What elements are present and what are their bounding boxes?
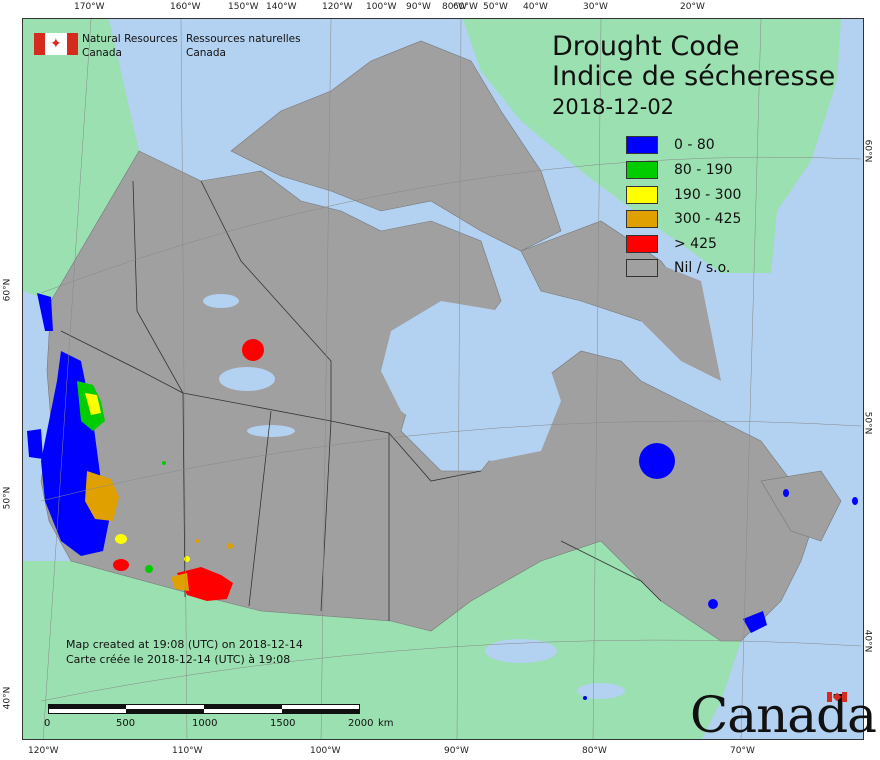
- drought-area-blue-ontario: [583, 696, 587, 700]
- lake-athabasca: [247, 425, 295, 437]
- top-longitude-tick: 150°W: [228, 2, 259, 12]
- usa-land: [23, 541, 741, 739]
- drought-areas: [27, 293, 858, 700]
- top-longitude-tick: 30°W: [583, 2, 608, 12]
- wordmark-flag-icon: [827, 692, 847, 702]
- drought-area-green-small: [145, 565, 153, 573]
- top-longitude-tick: 60°W: [453, 2, 478, 12]
- top-longitude-tick: 40°W: [523, 2, 548, 12]
- top-longitude-tick: 100°W: [366, 2, 397, 12]
- left-latitude-tick: 40°N: [2, 686, 13, 710]
- lake-ontario: [577, 683, 625, 699]
- legend-swatch: [626, 186, 658, 204]
- drought-area-blue-east: [852, 497, 858, 505]
- created-note-fr: Carte créée le 2018-12-14 (UTC) à 19:08: [66, 653, 291, 666]
- drought-area-blue-nfld: [783, 489, 789, 497]
- agency-name-en-line2: Canada: [82, 47, 122, 59]
- scale-label: 0: [44, 718, 51, 729]
- map-title-fr: Indice de sécheresse: [552, 61, 836, 92]
- drought-area-orange-dot-2: [227, 543, 233, 549]
- map-canvas[interactable]: [22, 18, 864, 740]
- hudson-bay: [381, 301, 561, 461]
- bottom-longitude-tick: 90°W: [444, 746, 469, 756]
- scale-label: 1500: [270, 718, 296, 729]
- legend-swatch: [626, 136, 658, 154]
- drought-area-blue-quebec: [639, 443, 675, 479]
- drought-area-yellow-bc: [115, 534, 127, 544]
- drought-area-orange-bc: [85, 471, 119, 521]
- top-longitude-tick: 160°W: [170, 2, 201, 12]
- canada-wordmark: Canada: [690, 686, 877, 744]
- alaska-land: [23, 19, 139, 301]
- newfoundland: [760, 470, 842, 542]
- legend-label: 300 - 425: [674, 211, 742, 227]
- legend-label: 0 - 80: [674, 137, 715, 153]
- drought-area-orange-prairie: [171, 573, 189, 591]
- agency-name-en-line1: Natural Resources: [82, 33, 178, 45]
- legend-swatch: [626, 259, 658, 277]
- arctic-islands: [230, 40, 562, 252]
- drought-area-yellow: [85, 393, 101, 415]
- scale-label: 500: [116, 718, 136, 729]
- scale-label: 1000: [192, 718, 218, 729]
- drought-area-blue-nb: [708, 599, 718, 609]
- great-bear-lake: [203, 294, 239, 308]
- legend-label: 80 - 190: [674, 162, 733, 178]
- legend-label: 190 - 300: [674, 187, 742, 203]
- drought-area-red-bc: [113, 559, 129, 571]
- top-longitude-tick: 80°W: [442, 2, 467, 12]
- agency-name-fr-line1: Ressources naturelles: [186, 33, 301, 45]
- top-longitude-tick: 140°W: [266, 2, 297, 12]
- bottom-longitude-tick: 120°W: [28, 746, 59, 756]
- nrcan-flag-icon: ✦: [34, 33, 78, 55]
- great-slave-lake: [219, 367, 275, 391]
- left-latitude-tick: 60°N: [2, 278, 13, 302]
- great-lakes: [485, 639, 557, 663]
- legend-swatch: [626, 210, 658, 228]
- top-longitude-tick: 90°W: [406, 2, 431, 12]
- top-longitude-tick: 170°W: [74, 2, 105, 12]
- drought-area-red-nwt: [242, 339, 264, 361]
- top-longitude-tick: 20°W: [680, 2, 705, 12]
- agency-name-fr: Ressources naturelles Canada: [186, 32, 301, 60]
- drought-area-yellow-dot: [184, 556, 190, 562]
- scale-bar: [48, 704, 360, 714]
- graticule-lines: [40, 19, 862, 739]
- bottom-longitude-tick: 110°W: [172, 746, 203, 756]
- legend-label: Nil / s.o.: [674, 260, 731, 276]
- provincial-boundaries: [60, 180, 662, 621]
- drought-area-blue-island: [27, 429, 43, 459]
- scale-label: 2000: [348, 718, 374, 729]
- map-svg: [23, 19, 863, 739]
- bottom-longitude-tick: 70°W: [730, 746, 755, 756]
- top-longitude-tick: 120°W: [322, 2, 353, 12]
- left-latitude-tick: 50°N: [2, 486, 13, 510]
- map-title-en: Drought Code: [552, 31, 740, 62]
- map-date: 2018-12-02: [552, 95, 675, 119]
- bottom-longitude-tick: 80°W: [582, 746, 607, 756]
- legend-swatch: [626, 235, 658, 253]
- drought-area-red-prairie: [177, 567, 233, 601]
- bottom-longitude-tick: 100°W: [310, 746, 341, 756]
- top-longitude-tick: 50°W: [483, 2, 508, 12]
- drought-area-green-dot: [162, 461, 166, 465]
- drought-area-blue-north: [37, 293, 53, 331]
- legend-label: > 425: [674, 236, 717, 252]
- created-note-en: Map created at 19:08 (UTC) on 2018-12-14: [66, 638, 303, 651]
- agency-name-fr-line2: Canada: [186, 47, 226, 59]
- drought-area-blue-ns: [743, 611, 767, 633]
- scale-unit: km: [378, 718, 394, 729]
- agency-name-en: Natural Resources Canada: [82, 32, 178, 60]
- drought-area-orange-dot: [195, 539, 199, 543]
- legend-swatch: [626, 161, 658, 179]
